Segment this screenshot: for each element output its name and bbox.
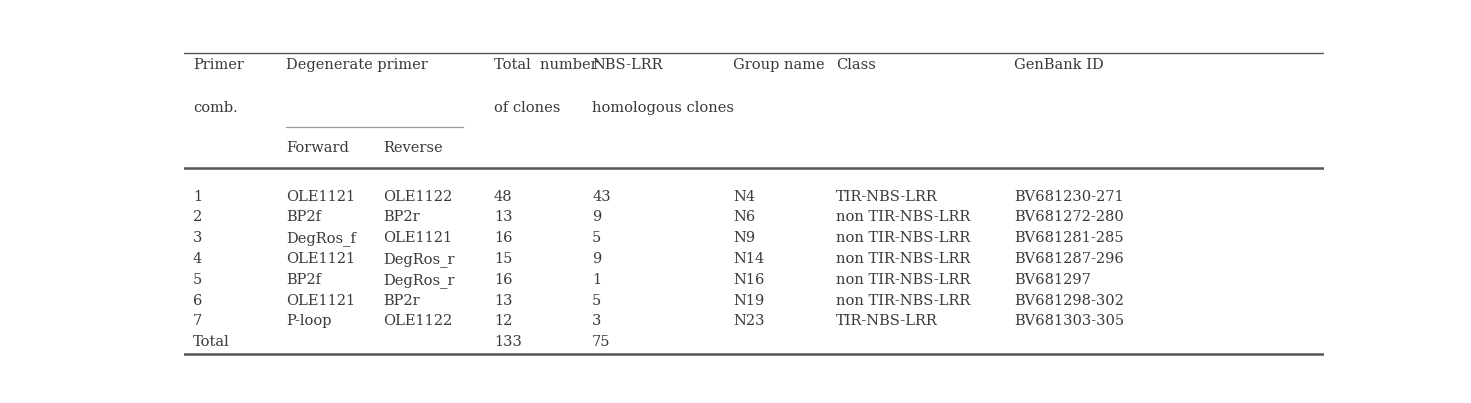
Text: 5: 5	[193, 273, 202, 287]
Text: DegRos_r: DegRos_r	[384, 252, 455, 267]
Text: BV681272-280: BV681272-280	[1014, 210, 1124, 224]
Text: OLE1121: OLE1121	[287, 252, 356, 266]
Text: GenBank ID: GenBank ID	[1014, 58, 1103, 72]
Text: non TIR-NBS-LRR: non TIR-NBS-LRR	[836, 252, 971, 266]
Text: Primer: Primer	[193, 58, 244, 72]
Text: OLE1121: OLE1121	[287, 189, 356, 204]
Text: Class: Class	[836, 58, 875, 72]
Text: BV681297: BV681297	[1014, 273, 1090, 287]
Text: 1: 1	[193, 189, 202, 204]
Text: homologous clones: homologous clones	[591, 101, 734, 115]
Text: BP2f: BP2f	[287, 273, 322, 287]
Text: 9: 9	[591, 210, 602, 224]
Text: 48: 48	[494, 189, 512, 204]
Text: BP2r: BP2r	[384, 210, 421, 224]
Text: 6: 6	[193, 293, 203, 307]
Text: OLE1122: OLE1122	[384, 189, 453, 204]
Text: non TIR-NBS-LRR: non TIR-NBS-LRR	[836, 273, 971, 287]
Text: of clones: of clones	[494, 101, 560, 115]
Text: 133: 133	[494, 335, 522, 349]
Text: BV681287-296: BV681287-296	[1014, 252, 1124, 266]
Text: Total: Total	[193, 335, 229, 349]
Text: BP2r: BP2r	[384, 293, 421, 307]
Text: N9: N9	[734, 231, 756, 245]
Text: 15: 15	[494, 252, 512, 266]
Text: BP2f: BP2f	[287, 210, 322, 224]
Text: TIR-NBS-LRR: TIR-NBS-LRR	[836, 314, 937, 328]
Text: 16: 16	[494, 231, 512, 245]
Text: N6: N6	[734, 210, 756, 224]
Text: N14: N14	[734, 252, 765, 266]
Text: Reverse: Reverse	[384, 141, 443, 156]
Text: N16: N16	[734, 273, 765, 287]
Text: comb.: comb.	[193, 101, 238, 115]
Text: Total  number: Total number	[494, 58, 597, 72]
Text: non TIR-NBS-LRR: non TIR-NBS-LRR	[836, 210, 971, 224]
Text: Degenerate primer: Degenerate primer	[287, 58, 428, 72]
Text: 3: 3	[193, 231, 203, 245]
Text: 43: 43	[591, 189, 610, 204]
Text: P-loop: P-loop	[287, 314, 332, 328]
Text: N4: N4	[734, 189, 756, 204]
Text: TIR-NBS-LRR: TIR-NBS-LRR	[836, 189, 937, 204]
Text: 4: 4	[193, 252, 202, 266]
Text: DegRos_f: DegRos_f	[287, 231, 356, 246]
Text: DegRos_r: DegRos_r	[384, 273, 455, 288]
Text: Forward: Forward	[287, 141, 349, 156]
Text: BV681303-305: BV681303-305	[1014, 314, 1124, 328]
Text: non TIR-NBS-LRR: non TIR-NBS-LRR	[836, 293, 971, 307]
Text: BV681298-302: BV681298-302	[1014, 293, 1124, 307]
Text: 5: 5	[591, 293, 602, 307]
Text: N19: N19	[734, 293, 765, 307]
Text: 16: 16	[494, 273, 512, 287]
Text: BV681281-285: BV681281-285	[1014, 231, 1124, 245]
Text: 7: 7	[193, 314, 202, 328]
Text: 13: 13	[494, 293, 512, 307]
Text: 3: 3	[591, 314, 602, 328]
Text: OLE1121: OLE1121	[384, 231, 453, 245]
Text: 75: 75	[591, 335, 610, 349]
Text: 5: 5	[591, 231, 602, 245]
Text: 9: 9	[591, 252, 602, 266]
Text: N23: N23	[734, 314, 765, 328]
Text: OLE1122: OLE1122	[384, 314, 453, 328]
Text: 12: 12	[494, 314, 512, 328]
Text: NBS-LRR: NBS-LRR	[591, 58, 662, 72]
Text: 13: 13	[494, 210, 512, 224]
Text: non TIR-NBS-LRR: non TIR-NBS-LRR	[836, 231, 971, 245]
Text: Group name: Group name	[734, 58, 825, 72]
Text: OLE1121: OLE1121	[287, 293, 356, 307]
Text: 1: 1	[591, 273, 602, 287]
Text: BV681230-271: BV681230-271	[1014, 189, 1124, 204]
Text: 2: 2	[193, 210, 202, 224]
